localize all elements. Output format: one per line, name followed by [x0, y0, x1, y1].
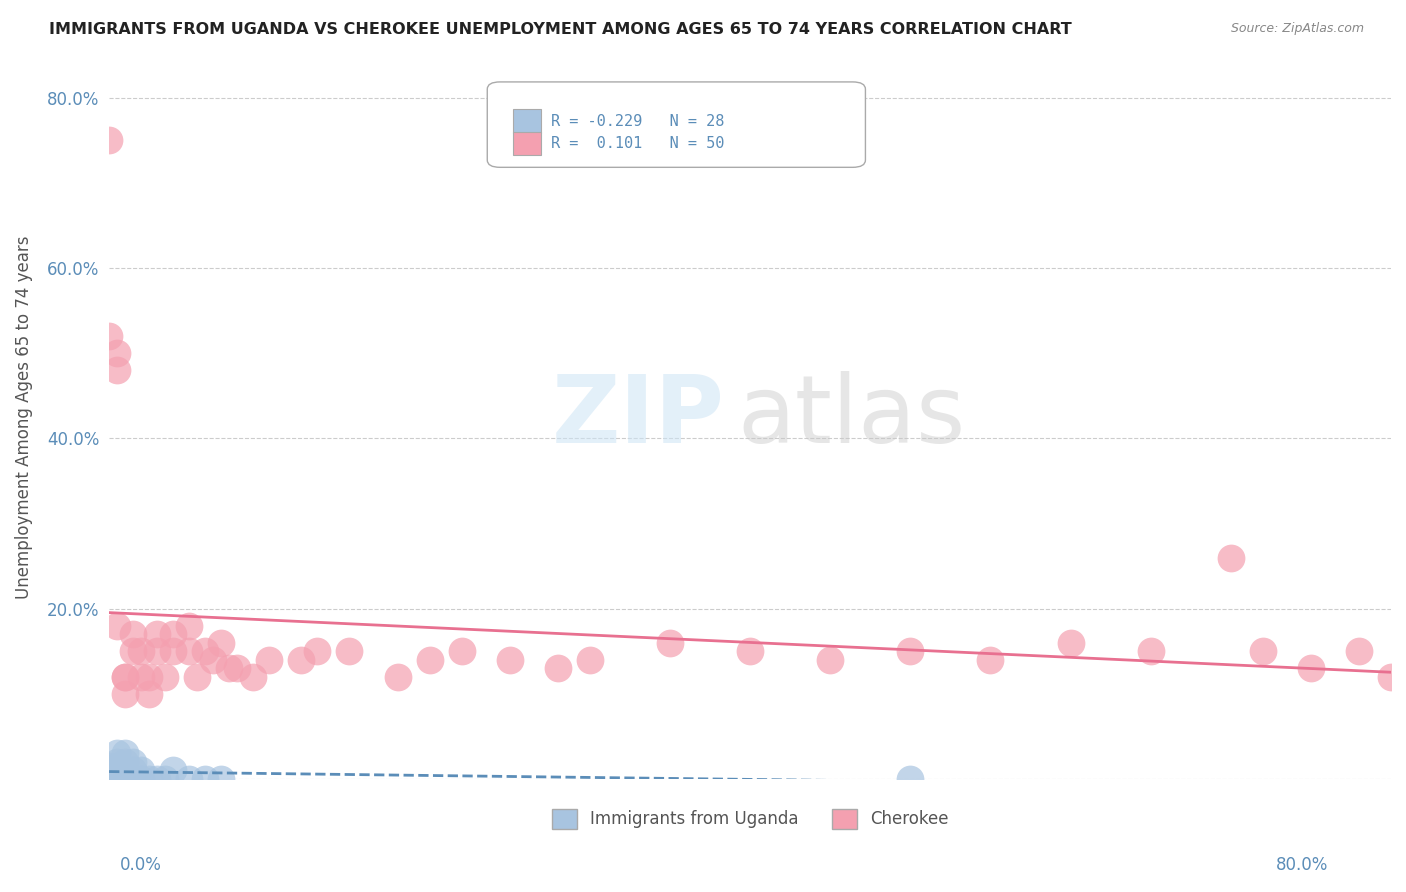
Point [1251, 644, 1274, 658]
Point [105, 772, 128, 786]
Point [898, 772, 921, 786]
Text: atlas: atlas [737, 371, 966, 463]
Point [98, 759, 121, 773]
Point [339, 644, 361, 658]
Y-axis label: Unemployment Among Ages 65 to 74 years: Unemployment Among Ages 65 to 74 years [15, 235, 32, 599]
Point [242, 670, 264, 684]
Point [146, 644, 169, 658]
Text: ZIP: ZIP [551, 371, 724, 463]
Point [129, 764, 152, 778]
Point [138, 687, 160, 701]
Point [105, 346, 128, 360]
Point [146, 627, 169, 641]
Point [98, 764, 121, 778]
Point [547, 661, 569, 675]
Point [114, 764, 136, 778]
Point [105, 618, 128, 632]
Point [179, 618, 201, 632]
Bar [513, 110, 541, 133]
Point [129, 644, 152, 658]
Point [290, 653, 312, 667]
Point [122, 755, 145, 769]
Point [114, 747, 136, 761]
Point [209, 635, 232, 649]
Point [202, 653, 225, 667]
Point [98, 329, 121, 343]
Point [579, 653, 602, 667]
Point [98, 767, 121, 781]
Point [105, 764, 128, 778]
Point [114, 670, 136, 684]
Point [146, 772, 169, 786]
Point [1379, 670, 1402, 684]
Point [105, 755, 128, 769]
Text: R = -0.229   N = 28: R = -0.229 N = 28 [551, 113, 724, 128]
Point [450, 644, 472, 658]
Point [138, 772, 160, 786]
Point [387, 670, 409, 684]
Point [1348, 644, 1371, 658]
Point [818, 653, 841, 667]
Point [979, 653, 1001, 667]
Point [1059, 635, 1081, 649]
Point [114, 755, 136, 769]
Point [499, 653, 522, 667]
Point [105, 363, 128, 377]
Point [105, 759, 128, 773]
Point [179, 772, 201, 786]
Text: IMMIGRANTS FROM UGANDA VS CHEROKEE UNEMPLOYMENT AMONG AGES 65 TO 74 YEARS CORREL: IMMIGRANTS FROM UGANDA VS CHEROKEE UNEMP… [49, 22, 1071, 37]
Point [1219, 550, 1241, 565]
Point [226, 661, 249, 675]
Point [162, 627, 184, 641]
Point [162, 644, 184, 658]
Text: R =  0.101   N = 50: R = 0.101 N = 50 [551, 136, 724, 151]
Point [218, 661, 240, 675]
Point [114, 670, 136, 684]
FancyBboxPatch shape [488, 82, 866, 168]
Point [153, 772, 176, 786]
Text: Source: ZipAtlas.com: Source: ZipAtlas.com [1230, 22, 1364, 36]
Point [105, 747, 128, 761]
Point [1139, 644, 1161, 658]
Point [98, 772, 121, 786]
Point [194, 772, 217, 786]
Point [122, 644, 145, 658]
Legend: Immigrants from Uganda, Cherokee: Immigrants from Uganda, Cherokee [546, 802, 955, 836]
Point [162, 764, 184, 778]
Point [105, 767, 128, 781]
Point [259, 653, 281, 667]
Text: 80.0%: 80.0% [1277, 856, 1329, 874]
Point [738, 644, 761, 658]
Bar [513, 132, 541, 155]
Point [129, 670, 152, 684]
Point [194, 644, 217, 658]
Point [98, 133, 121, 147]
Text: 0.0%: 0.0% [120, 856, 162, 874]
Point [153, 670, 176, 684]
Point [129, 772, 152, 786]
Point [98, 772, 121, 786]
Point [114, 772, 136, 786]
Point [186, 670, 208, 684]
Point [138, 670, 160, 684]
Point [307, 644, 329, 658]
Point [419, 653, 441, 667]
Point [898, 644, 921, 658]
Point [122, 764, 145, 778]
Point [1299, 661, 1322, 675]
Point [98, 772, 121, 786]
Point [209, 772, 232, 786]
Point [179, 644, 201, 658]
Point [658, 635, 681, 649]
Point [114, 687, 136, 701]
Point [122, 627, 145, 641]
